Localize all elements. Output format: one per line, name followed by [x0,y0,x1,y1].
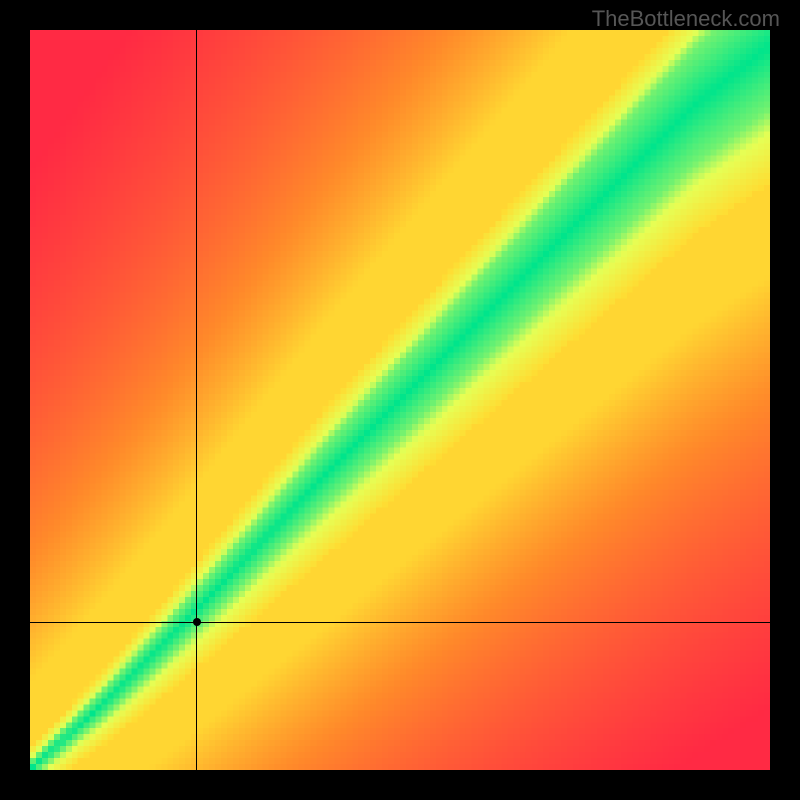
crosshair-marker [193,618,201,626]
heatmap-canvas [30,30,770,770]
crosshair-vertical [196,30,197,770]
crosshair-horizontal [30,622,770,623]
watermark-text: TheBottleneck.com [592,6,780,32]
chart-container: TheBottleneck.com [0,0,800,800]
